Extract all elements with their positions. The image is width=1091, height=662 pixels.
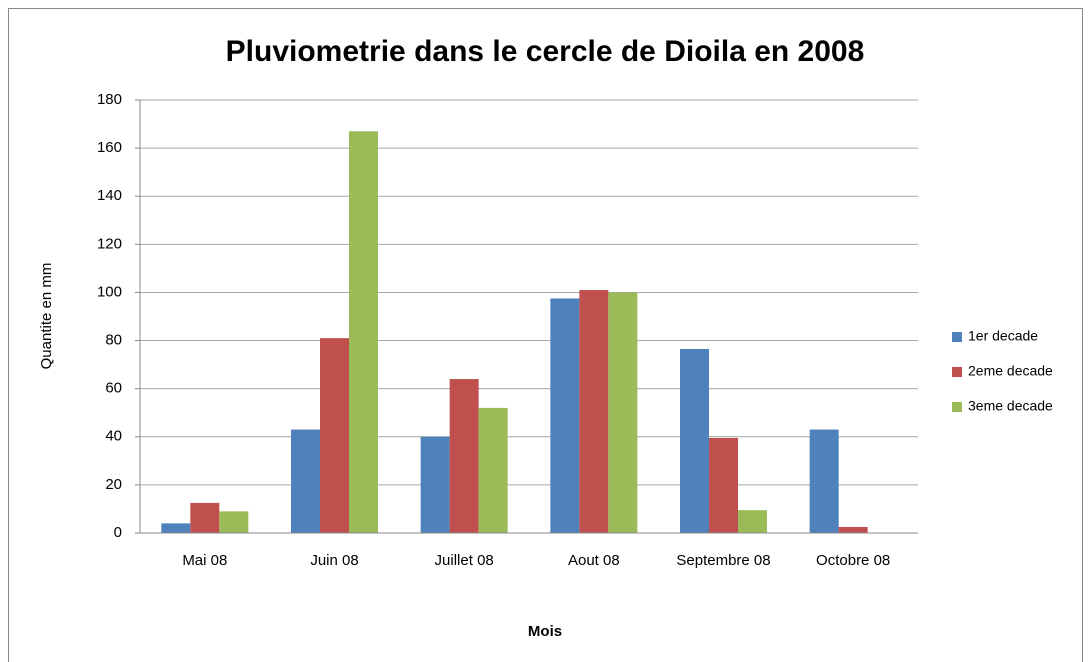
y-tick-label: 160 <box>97 139 122 156</box>
x-tick-label: Octobre 08 <box>816 552 891 569</box>
bar <box>809 429 839 533</box>
bar <box>291 429 320 533</box>
y-tick-label: 20 <box>105 476 122 493</box>
bar <box>320 338 349 533</box>
bar <box>680 348 709 533</box>
x-tick-label: Septembre 08 <box>676 552 771 569</box>
bar <box>449 379 479 533</box>
legend-label: 2eme decade <box>968 363 1053 379</box>
y-tick-label: 140 <box>97 187 122 204</box>
bar <box>420 436 450 533</box>
bar <box>608 292 638 533</box>
bar <box>838 526 868 533</box>
bar <box>709 437 738 533</box>
legend-label: 1er decade <box>968 328 1038 344</box>
x-tick-label: Juillet 08 <box>434 552 494 569</box>
chart-border <box>8 8 1083 662</box>
bar <box>478 407 508 533</box>
y-tick-label: 80 <box>105 332 122 349</box>
bar <box>349 131 378 533</box>
bar <box>738 510 767 533</box>
y-axis-title: Quantite en mm <box>38 263 55 370</box>
y-tick-label: 60 <box>105 380 122 397</box>
x-tick-label: Aout 08 <box>567 552 620 569</box>
y-tick-label: 120 <box>97 235 122 252</box>
y-tick-label: 0 <box>114 524 122 541</box>
bar <box>219 511 249 533</box>
legend-swatch <box>952 402 962 412</box>
bar <box>161 523 191 533</box>
legend-swatch <box>952 332 962 342</box>
y-tick-label: 180 <box>97 91 122 108</box>
x-tick-label: Juin 08 <box>310 552 359 569</box>
x-axis-title: Mois <box>528 623 562 640</box>
y-tick-label: 100 <box>97 283 122 300</box>
legend-label: 3eme decade <box>968 398 1053 414</box>
bar <box>190 502 220 533</box>
bar <box>579 290 609 533</box>
bar <box>550 298 580 533</box>
chart-title: Pluviometrie dans le cercle de Dioila en… <box>226 35 865 68</box>
legend-swatch <box>952 367 962 377</box>
y-tick-label: 40 <box>105 428 122 445</box>
x-tick-label: Mai 08 <box>182 552 228 569</box>
